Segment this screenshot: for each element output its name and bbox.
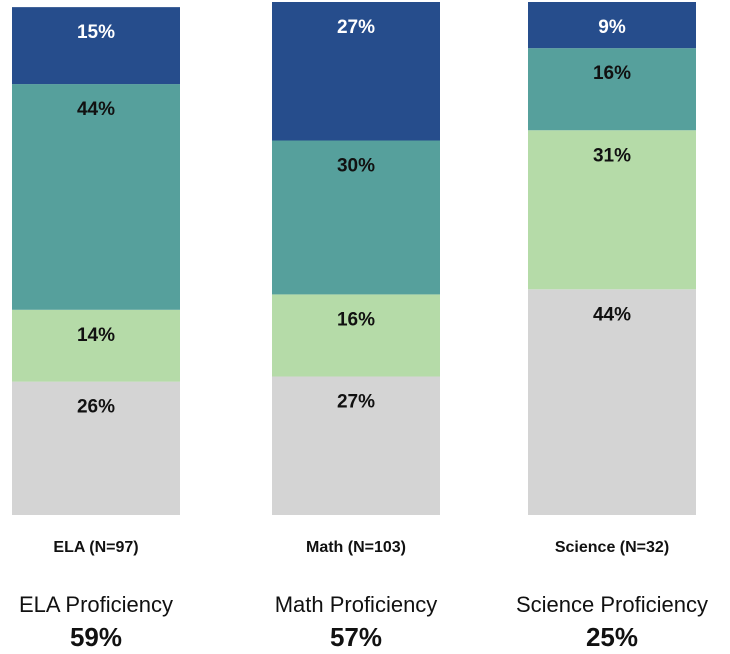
segment-label: 44% <box>77 99 115 120</box>
segment-label: 44% <box>593 304 631 325</box>
bar-segment <box>272 294 440 377</box>
category-label: Science (N=32) <box>555 539 669 556</box>
segment-label: 31% <box>593 145 631 166</box>
bar-segment <box>12 84 180 310</box>
category-label: Math (N=103) <box>306 539 406 556</box>
summary-title: ELA Proficiency <box>19 592 173 617</box>
bar-segment <box>272 140 440 295</box>
segment-label: 26% <box>77 397 115 418</box>
summary-value: 57% <box>330 622 382 652</box>
segment-label: 15% <box>77 22 115 43</box>
summary-value: 25% <box>586 622 638 652</box>
segment-label: 27% <box>337 17 375 38</box>
category-label: ELA (N=97) <box>53 539 138 556</box>
segment-label: 9% <box>598 17 626 38</box>
bar-segment <box>528 289 696 515</box>
segment-label: 16% <box>593 63 631 84</box>
segment-label: 27% <box>337 392 375 413</box>
summary-title: Science Proficiency <box>516 592 708 617</box>
segment-label: 30% <box>337 156 375 177</box>
segment-label: 16% <box>337 309 375 330</box>
bar-segment <box>528 130 696 290</box>
bar-segment <box>12 7 180 85</box>
segment-label: 14% <box>77 325 115 346</box>
summary-title: Math Proficiency <box>275 592 438 617</box>
bar-segment <box>272 376 440 515</box>
bar-segment <box>528 48 696 131</box>
bar-segment <box>528 2 696 49</box>
bar-segment <box>12 381 180 515</box>
bar-segment <box>12 309 180 382</box>
bar-segment <box>272 2 440 141</box>
summary-value: 59% <box>70 622 122 652</box>
